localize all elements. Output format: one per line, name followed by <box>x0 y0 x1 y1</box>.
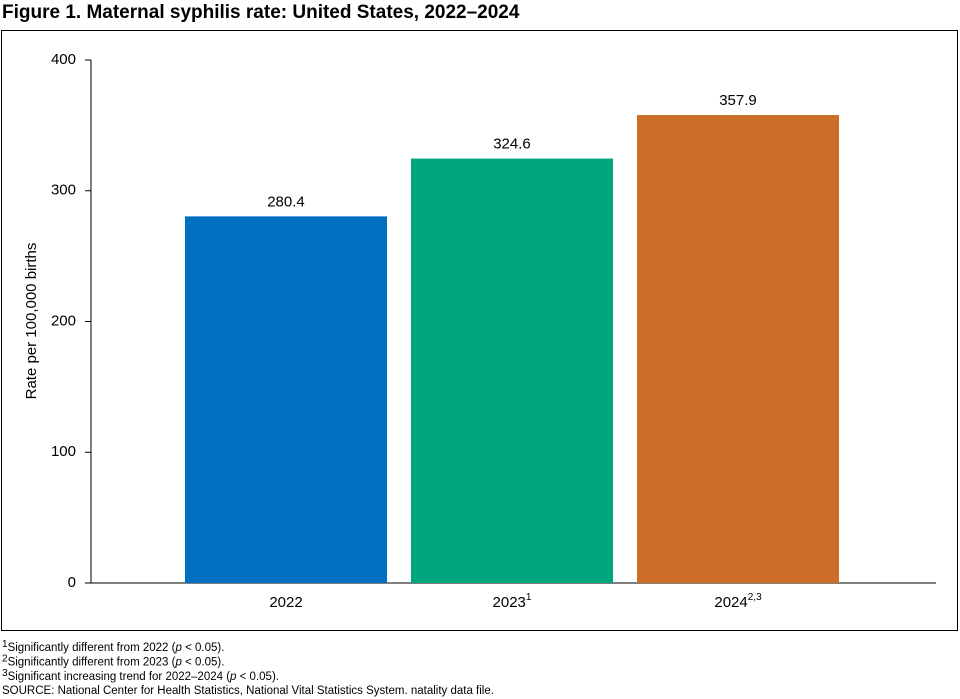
category: 2023 <box>493 594 526 611</box>
y-tick-label: 100 <box>51 443 76 460</box>
footnote-italic: p <box>174 642 182 654</box>
footnote-italic: p <box>174 657 182 669</box>
footnote-text: < 0.05). <box>236 671 279 683</box>
chart-frame <box>1 30 958 631</box>
y-tick-label: 200 <box>51 312 76 329</box>
bar <box>185 216 387 583</box>
footnote-text: Significantly different from 2022 ( <box>8 642 176 654</box>
category-superscript: 2,3 <box>748 592 762 603</box>
footnote-mark: 1 <box>2 639 8 650</box>
footnote-mark: 3 <box>2 668 8 679</box>
x-tick-label: 20231 <box>493 592 532 611</box>
source-note: SOURCE: National Center for Health Stati… <box>2 685 494 697</box>
footnote-text: < 0.05). <box>182 642 225 654</box>
category: 2022 <box>269 594 302 611</box>
footnote-mark: 2 <box>2 653 8 664</box>
bar <box>637 115 839 584</box>
footnote-text: Significant increasing trend for 2022–20… <box>8 671 231 683</box>
footnote: 1Significantly different from 2022 (p < … <box>2 639 224 654</box>
footnote-text: Significantly different from 2023 ( <box>8 657 176 669</box>
value-label: 324.6 <box>493 136 531 153</box>
value-label: 357.9 <box>719 92 757 109</box>
category: 2024 <box>714 594 747 611</box>
y-tick-label: 300 <box>51 182 76 199</box>
y-tick-label: 0 <box>68 574 76 591</box>
value-label: 280.4 <box>267 193 305 210</box>
footnote-italic: p <box>229 671 237 683</box>
footnote: 2Significantly different from 2023 (p < … <box>2 653 224 668</box>
chart-title: Figure 1. Maternal syphilis rate: United… <box>2 2 520 23</box>
y-tick-label: 400 <box>51 51 76 68</box>
category-superscript: 1 <box>526 592 532 603</box>
bar <box>411 158 613 583</box>
x-tick-label: 2022 <box>269 594 302 611</box>
footnote-text: < 0.05). <box>182 657 225 669</box>
y-axis-label: Rate per 100,000 births <box>23 243 40 400</box>
footnote: 3Significant increasing trend for 2022–2… <box>2 668 279 683</box>
x-tick-label: 20242,3 <box>714 592 762 611</box>
